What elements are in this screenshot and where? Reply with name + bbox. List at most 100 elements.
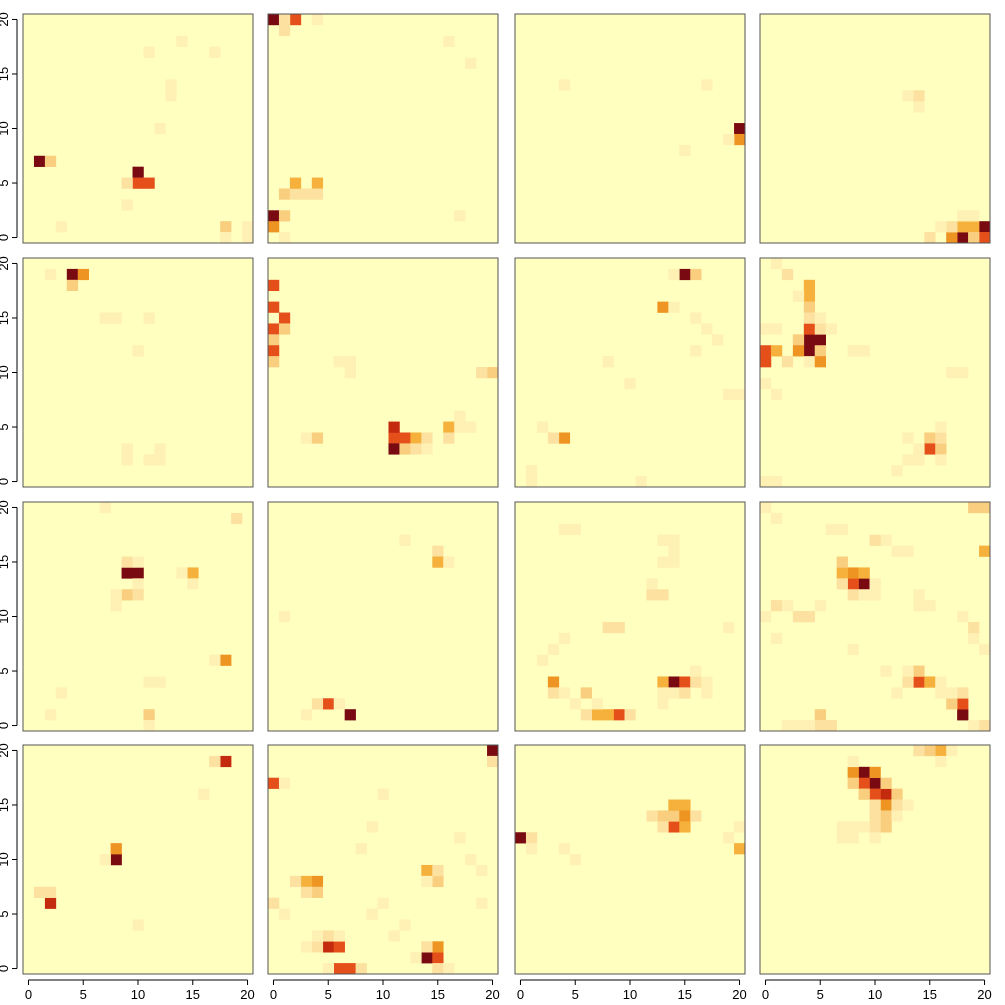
- heatmap-cell: [836, 523, 848, 536]
- heatmap-cell: [858, 567, 870, 579]
- panel-frame: [22, 257, 254, 488]
- heatmap-cell: [132, 567, 144, 579]
- heatmap-cell: [913, 665, 925, 677]
- x-tick-label: 10: [131, 987, 145, 1002]
- heatmap-cell: [836, 567, 848, 579]
- heatmap-panel: [759, 257, 991, 488]
- heatmap-cell: [487, 755, 499, 768]
- heatmap-cell: [979, 221, 991, 233]
- heatmap-cell: [33, 155, 46, 167]
- heatmap-cell: [110, 854, 122, 866]
- heatmap-cell: [311, 930, 324, 942]
- heatmap-cell: [723, 621, 735, 634]
- heatmap-cell: [701, 676, 713, 688]
- heatmap-cell: [803, 345, 816, 357]
- heatmap-cell: [99, 854, 111, 866]
- heatmap-cell: [679, 810, 691, 822]
- heatmap-cell: [602, 621, 614, 634]
- panel-frame: [22, 13, 254, 244]
- heatmap-cell: [154, 443, 166, 455]
- heatmap-cell: [902, 665, 914, 677]
- heatmap-cell: [268, 356, 280, 368]
- heatmap-cell: [99, 312, 111, 324]
- heatmap-cell: [803, 323, 816, 335]
- heatmap-cell: [525, 832, 538, 844]
- heatmap-cell: [781, 720, 794, 732]
- panel-frame: [267, 744, 499, 975]
- heatmap-cell: [690, 312, 702, 324]
- heatmap-cell: [44, 155, 57, 167]
- heatmap-cell: [734, 133, 746, 146]
- heatmap-cell: [979, 502, 991, 514]
- heatmap-cell: [421, 432, 433, 444]
- heatmap-cell: [657, 301, 669, 313]
- heatmap-cell: [946, 232, 958, 244]
- heatmap-cell: [847, 766, 859, 779]
- heatmap-cell: [432, 556, 444, 568]
- heatmap-cell: [333, 698, 345, 710]
- heatmap-cell: [311, 432, 324, 444]
- heatmap-cell: [891, 788, 903, 800]
- heatmap-cell: [679, 687, 691, 699]
- heatmap-cell: [760, 356, 772, 368]
- heatmap-cell: [760, 611, 772, 623]
- heatmap-cell: [657, 810, 669, 822]
- heatmap-cell: [344, 963, 356, 975]
- y-tick-label: 10: [0, 365, 11, 379]
- x-tick-label: 0: [270, 987, 277, 1002]
- heatmap-cell: [770, 512, 783, 525]
- heatmap-cell: [602, 356, 614, 368]
- heatmap-cell: [421, 864, 433, 877]
- heatmap-cell: [701, 687, 713, 699]
- heatmap-cell: [935, 443, 947, 455]
- heatmap-cell: [322, 941, 335, 953]
- heatmap-cell: [858, 345, 870, 357]
- heatmap-cell: [322, 698, 335, 710]
- heatmap-panel: [514, 501, 746, 732]
- heatmap-cell: [792, 345, 805, 357]
- heatmap-cell: [679, 676, 691, 688]
- heatmap-cell: [880, 788, 892, 800]
- heatmap-panel: [267, 501, 499, 732]
- heatmap-cell: [869, 589, 881, 601]
- heatmap-cell: [891, 799, 903, 811]
- heatmap-cell: [657, 676, 669, 688]
- heatmap-cell: [803, 290, 816, 302]
- heatmap-cell: [311, 177, 324, 189]
- heatmap-cell: [278, 611, 291, 623]
- heatmap-cell: [836, 578, 848, 590]
- heatmap-cell: [399, 443, 411, 455]
- heatmap-cell: [723, 133, 735, 146]
- heatmap-cell: [591, 698, 603, 710]
- y-tick-label: 10: [0, 852, 11, 866]
- heatmap-cell: [399, 534, 411, 546]
- heatmap-cell: [760, 345, 772, 357]
- heatmap-cell: [515, 832, 527, 844]
- heatmap-cell: [825, 323, 837, 335]
- heatmap-cell: [913, 745, 925, 757]
- heatmap-cell: [880, 665, 892, 677]
- heatmap-cell: [957, 232, 969, 244]
- heatmap-cell: [781, 356, 794, 368]
- heatmap-cell: [132, 589, 144, 601]
- heatmap-cell: [121, 589, 133, 601]
- heatmap-cell: [242, 232, 254, 244]
- heatmap-cell: [300, 941, 313, 953]
- panel-frame: [22, 744, 254, 975]
- heatmap-cell: [957, 611, 969, 623]
- heatmap-cell: [344, 709, 356, 721]
- heatmap-cell: [602, 709, 614, 721]
- heatmap-cell: [121, 454, 133, 466]
- heatmap-cell: [443, 556, 455, 568]
- heatmap-cell: [311, 14, 324, 26]
- panel-background: [268, 14, 498, 243]
- heatmap-cell: [880, 799, 892, 811]
- panel-frame: [759, 744, 991, 975]
- heatmap-cell: [322, 930, 335, 942]
- heatmap-cell: [814, 323, 827, 335]
- heatmap-cell: [657, 687, 669, 699]
- heatmap-cell: [858, 777, 870, 789]
- heatmap-cell: [399, 919, 411, 931]
- heatmap-cell: [132, 345, 144, 357]
- panel-frame: [514, 13, 746, 244]
